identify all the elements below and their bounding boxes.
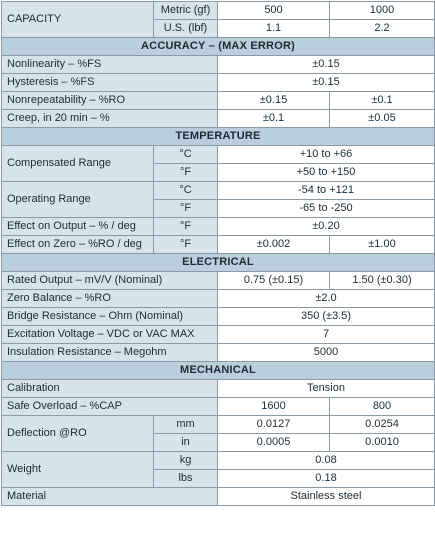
creep-value-2: ±0.05 <box>329 109 435 128</box>
section-title-accuracy: ACCURACY – (MAX ERROR) <box>1 37 435 56</box>
weight-row-kg: Weight kg 0.08 <box>1 451 435 488</box>
spec-table: CAPACITY Metric (gf) 500 1000 U.S. (lbf)… <box>1 1 435 506</box>
rated-output-row: Rated Output – mV/V (Nominal) 0.75 (±0.1… <box>1 271 435 290</box>
zero-balance-value: ±2.0 <box>217 289 435 308</box>
excitation-voltage-row: Excitation Voltage – VDC or VAC MAX 7 <box>1 325 435 344</box>
compensated-unit-c: °C <box>153 145 218 164</box>
calibration-label: Calibration <box>1 379 218 398</box>
capacity-row-us: U.S. (lbf) 1.1 2.2 <box>2 19 435 38</box>
hysteresis-row: Hysteresis – %FS ±0.15 <box>1 73 435 92</box>
calibration-row: Calibration Tension <box>1 379 435 398</box>
capacity-us-value-2: 2.2 <box>329 19 435 38</box>
material-value: Stainless steel <box>217 487 435 506</box>
insulation-resistance-value: 5000 <box>217 343 435 362</box>
compensated-range-label: Compensated Range <box>1 145 154 182</box>
compensated-range-row-c: Compensated Range °C +10 to +66 <box>1 145 435 182</box>
deflection-row-in: in 0.0005 0.0010 <box>2 433 435 452</box>
material-row: Material Stainless steel <box>1 487 435 506</box>
capacity-label: CAPACITY <box>1 1 154 38</box>
operating-value-c: -54 to +121 <box>217 181 435 200</box>
insulation-resistance-label: Insulation Resistance – Megohm <box>1 343 218 362</box>
insulation-resistance-row: Insulation Resistance – Megohm 5000 <box>1 343 435 362</box>
effect-on-output-value: ±0.20 <box>217 217 435 236</box>
hysteresis-value: ±0.15 <box>217 73 435 92</box>
excitation-voltage-value: 7 <box>217 325 435 344</box>
operating-value-f: -65 to -250 <box>217 199 435 218</box>
effect-on-zero-label: Effect on Zero – %RO / deg <box>1 235 154 254</box>
operating-range-row-c: Operating Range °C -54 to +121 <box>1 181 435 218</box>
nonrepeatability-row: Nonrepeatability – %RO ±0.15 ±0.1 <box>1 91 435 110</box>
safe-overload-value-1: 1600 <box>217 397 330 416</box>
effect-on-output-label: Effect on Output – % / deg <box>1 217 154 236</box>
operating-unit-f: °F <box>153 199 218 218</box>
rated-output-label: Rated Output – mV/V (Nominal) <box>1 271 218 290</box>
nonrepeatability-label: Nonrepeatability – %RO <box>1 91 218 110</box>
nonrepeatability-value-1: ±0.15 <box>217 91 330 110</box>
nonlinearity-value: ±0.15 <box>217 55 435 74</box>
material-label: Material <box>1 487 218 506</box>
weight-kg-value: 0.08 <box>217 451 435 470</box>
compensated-unit-f: °F <box>153 163 218 182</box>
excitation-voltage-label: Excitation Voltage – VDC or VAC MAX <box>1 325 218 344</box>
effect-on-zero-row: Effect on Zero – %RO / deg °F ±0.002 ±1.… <box>1 235 435 254</box>
capacity-metric-unit: Metric (gf) <box>153 1 218 20</box>
compensated-value-c: +10 to +66 <box>217 145 435 164</box>
capacity-row-metric: CAPACITY Metric (gf) 500 1000 <box>1 1 435 38</box>
operating-range-label: Operating Range <box>1 181 154 218</box>
operating-unit-c: °C <box>153 181 218 200</box>
compensated-value-f: +50 to +150 <box>217 163 435 182</box>
compensated-range-row-f: °F +50 to +150 <box>2 163 435 182</box>
weight-label: Weight <box>1 451 154 488</box>
weight-unit-kg: kg <box>153 451 218 470</box>
zero-balance-label: Zero Balance – %RO <box>1 289 218 308</box>
safe-overload-row: Safe Overload – %CAP 1600 800 <box>1 397 435 416</box>
creep-value-1: ±0.1 <box>217 109 330 128</box>
effect-on-output-unit: °F <box>153 217 218 236</box>
bridge-resistance-value: 350 (±3.5) <box>217 307 435 326</box>
rated-output-value-2: 1.50 (±0.30) <box>329 271 435 290</box>
capacity-metric-500: 500 <box>217 1 330 20</box>
rated-output-value-1: 0.75 (±0.15) <box>217 271 330 290</box>
nonrepeatability-value-2: ±0.1 <box>329 91 435 110</box>
safe-overload-label: Safe Overload – %CAP <box>1 397 218 416</box>
creep-label: Creep, in 20 min – % <box>1 109 218 128</box>
deflection-mm-value-2: 0.0254 <box>329 415 435 434</box>
creep-row: Creep, in 20 min – % ±0.1 ±0.05 <box>1 109 435 128</box>
zero-balance-row: Zero Balance – %RO ±2.0 <box>1 289 435 308</box>
capacity-us-value-1: 1.1 <box>217 19 330 38</box>
hysteresis-label: Hysteresis – %FS <box>1 73 218 92</box>
deflection-unit-mm: mm <box>153 415 218 434</box>
effect-on-zero-value-2: ±1.00 <box>329 235 435 254</box>
weight-lbs-value: 0.18 <box>217 469 435 488</box>
section-title-mechanical: MECHANICAL <box>1 361 435 380</box>
temperature-header-row: TEMPERATURE <box>1 127 435 146</box>
deflection-in-value-1: 0.0005 <box>217 433 330 452</box>
nonlinearity-row: Nonlinearity – %FS ±0.15 <box>1 55 435 74</box>
bridge-resistance-row: Bridge Resistance – Ohm (Nominal) 350 (±… <box>1 307 435 326</box>
mechanical-header-row: MECHANICAL <box>1 361 435 380</box>
section-title-temperature: TEMPERATURE <box>1 127 435 146</box>
safe-overload-value-2: 800 <box>329 397 435 416</box>
section-title-electrical: ELECTRICAL <box>1 253 435 272</box>
accuracy-header-row: ACCURACY – (MAX ERROR) <box>1 37 435 56</box>
deflection-row-mm: Deflection @RO mm 0.0127 0.0254 <box>1 415 435 452</box>
deflection-unit-in: in <box>153 433 218 452</box>
capacity-metric-1000: 1000 <box>329 1 435 20</box>
effect-on-output-row: Effect on Output – % / deg °F ±0.20 <box>1 217 435 236</box>
deflection-label: Deflection @RO <box>1 415 154 452</box>
deflection-in-value-2: 0.0010 <box>329 433 435 452</box>
nonlinearity-label: Nonlinearity – %FS <box>1 55 218 74</box>
capacity-us-unit: U.S. (lbf) <box>153 19 218 38</box>
bridge-resistance-label: Bridge Resistance – Ohm (Nominal) <box>1 307 218 326</box>
calibration-value: Tension <box>217 379 435 398</box>
effect-on-zero-unit: °F <box>153 235 218 254</box>
weight-unit-lbs: lbs <box>153 469 218 488</box>
electrical-header-row: ELECTRICAL <box>1 253 435 272</box>
effect-on-zero-value-1: ±0.002 <box>217 235 330 254</box>
deflection-mm-value-1: 0.0127 <box>217 415 330 434</box>
